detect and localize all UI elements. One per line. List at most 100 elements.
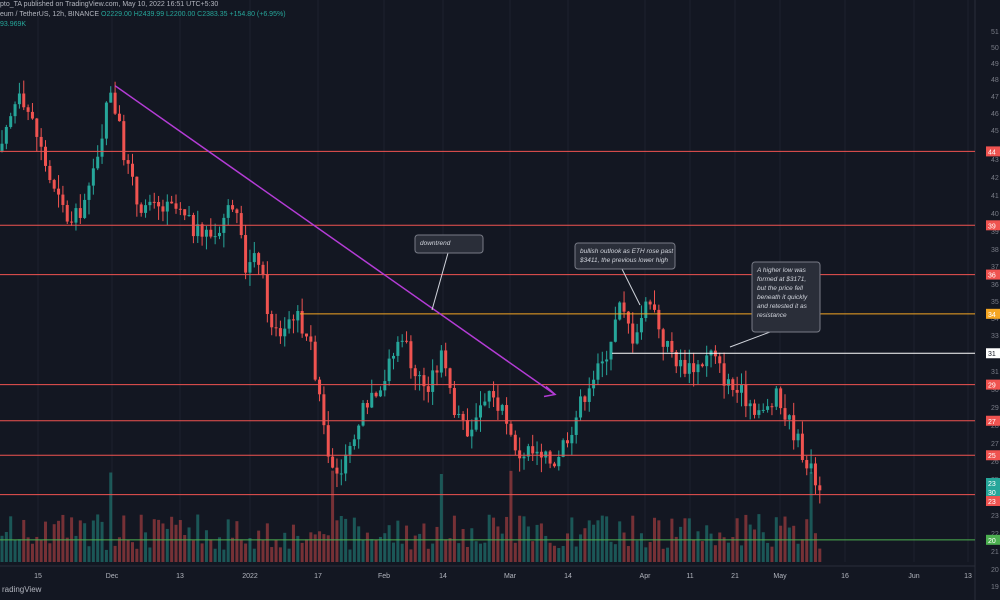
candle-down bbox=[365, 402, 369, 408]
volume-bar bbox=[291, 524, 295, 562]
candle-up bbox=[400, 340, 404, 342]
volume-bar bbox=[696, 531, 700, 562]
volume-bar bbox=[418, 533, 422, 562]
trendline-arrowhead bbox=[543, 385, 557, 398]
candle-up bbox=[570, 434, 574, 444]
volume-bar bbox=[479, 543, 482, 562]
candle-up bbox=[196, 224, 200, 237]
volume-bar bbox=[383, 533, 387, 562]
price-tick-label: 22 bbox=[991, 531, 999, 538]
volume-bar bbox=[213, 548, 217, 562]
volume-bar bbox=[566, 533, 569, 562]
volume-bar bbox=[757, 514, 761, 562]
volume-bar bbox=[52, 524, 56, 562]
candle-up bbox=[9, 116, 13, 127]
callout-box[interactable] bbox=[414, 234, 484, 254]
candle-up bbox=[600, 361, 604, 364]
candle-down bbox=[52, 180, 56, 189]
candle-down bbox=[152, 201, 156, 203]
price-tick-label: 34 bbox=[991, 316, 999, 323]
volume-bar bbox=[209, 539, 213, 562]
candle-down bbox=[735, 389, 739, 393]
volume-bar bbox=[35, 536, 39, 562]
candle-down bbox=[461, 413, 465, 421]
ohlc-values: O2229.00 H2439.99 L2200.00 C2383.35 +154… bbox=[101, 11, 286, 18]
candle-up bbox=[766, 406, 770, 410]
publish-info: pto_TA published on TradingView.com, May… bbox=[0, 1, 219, 8]
volume-bar bbox=[792, 525, 796, 562]
candle-down bbox=[322, 394, 326, 426]
volume-bar bbox=[183, 534, 187, 562]
candle-down bbox=[800, 433, 804, 460]
volume-bar bbox=[322, 534, 326, 562]
volume-bar bbox=[666, 547, 670, 562]
candle-down bbox=[318, 379, 322, 395]
volume-bar bbox=[235, 521, 239, 562]
volume-bar bbox=[674, 536, 678, 562]
candle-up bbox=[535, 451, 539, 454]
volume-bar bbox=[57, 520, 61, 562]
candle-up bbox=[431, 370, 435, 392]
candle-down bbox=[783, 408, 787, 420]
candle-up bbox=[726, 379, 730, 386]
volume-bar bbox=[405, 525, 409, 562]
price-tick-label: 41 bbox=[991, 193, 999, 200]
price-tick-label: 38 bbox=[991, 247, 999, 254]
candle-up bbox=[561, 440, 565, 457]
price-tick-label: 30 bbox=[991, 387, 999, 394]
level-price-label: 36 bbox=[988, 273, 996, 280]
volume-bar bbox=[661, 548, 665, 562]
volume-bar bbox=[670, 518, 674, 562]
candle-down bbox=[335, 467, 339, 474]
candle-up bbox=[387, 358, 391, 382]
volume-bar bbox=[13, 539, 17, 562]
volume-bar bbox=[365, 532, 369, 562]
volume-bar bbox=[592, 524, 596, 562]
candle-down bbox=[265, 274, 269, 315]
downtrend-line[interactable] bbox=[114, 85, 556, 396]
candle-up bbox=[618, 302, 622, 320]
price-tick-label: 36 bbox=[991, 282, 999, 289]
volume-bar bbox=[426, 548, 430, 562]
volume-bar bbox=[539, 523, 543, 562]
candle-up bbox=[609, 341, 613, 360]
price-tick-label: 27 bbox=[991, 441, 999, 448]
volume-bar bbox=[139, 514, 143, 562]
candle-down bbox=[48, 165, 52, 181]
volume-bar bbox=[257, 530, 261, 562]
volume-bar bbox=[335, 520, 339, 562]
volume-bar bbox=[248, 538, 252, 562]
candle-up bbox=[252, 253, 256, 263]
volume-bar bbox=[770, 546, 774, 562]
volume-bar bbox=[544, 535, 548, 562]
candle-up bbox=[226, 205, 230, 218]
volume-bar bbox=[157, 519, 161, 562]
callout-box[interactable] bbox=[574, 242, 676, 270]
price-tick-label: 20 bbox=[991, 567, 999, 574]
level-price-label: 20 bbox=[988, 538, 996, 545]
volume-bar bbox=[700, 541, 704, 562]
volume-bar bbox=[465, 546, 469, 562]
time-tick-label: Feb bbox=[378, 573, 390, 580]
callout-pointer bbox=[431, 252, 449, 311]
price-tick-label: 31 bbox=[991, 369, 999, 376]
level-price-badge bbox=[986, 348, 1000, 359]
price-tick-label: 29 bbox=[991, 405, 999, 412]
candle-up bbox=[218, 232, 221, 237]
candle-down bbox=[631, 323, 635, 344]
candle-up bbox=[774, 388, 778, 407]
level-price-badge bbox=[986, 220, 1000, 231]
candle-up bbox=[204, 229, 208, 237]
candle-down bbox=[531, 446, 535, 454]
volume-bar bbox=[609, 541, 613, 562]
candle-up bbox=[483, 401, 487, 406]
callout-box[interactable] bbox=[751, 261, 821, 333]
candle-up bbox=[644, 301, 648, 318]
volume-bar bbox=[648, 542, 652, 562]
volume-bar bbox=[231, 537, 235, 562]
volume-bar bbox=[487, 514, 491, 562]
candle-up bbox=[248, 262, 252, 273]
volume-bar bbox=[483, 542, 487, 562]
candle-up bbox=[83, 199, 87, 218]
